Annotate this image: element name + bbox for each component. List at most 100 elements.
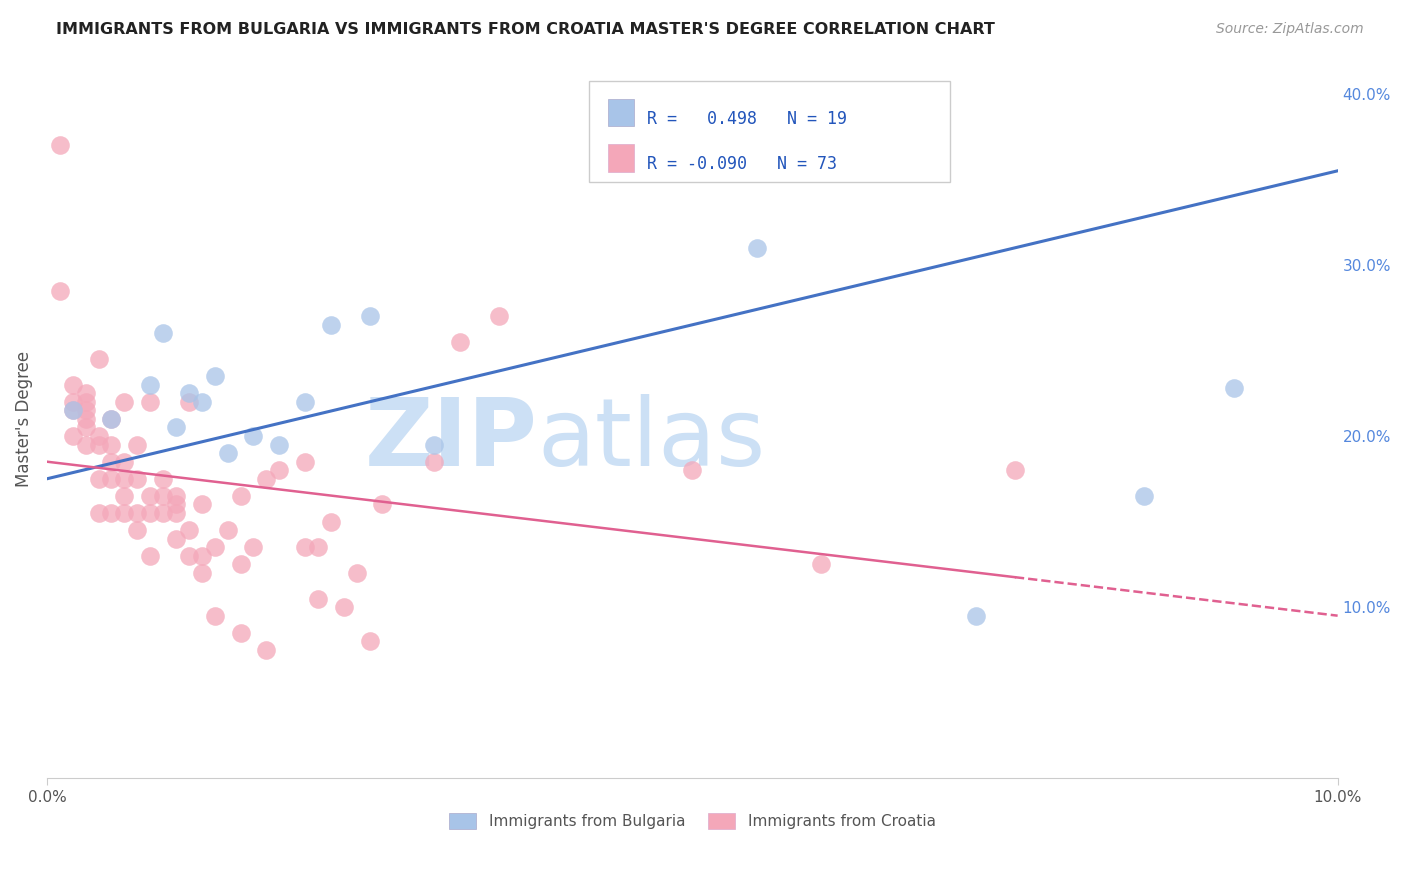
Point <box>177 523 200 537</box>
Point <box>139 377 162 392</box>
Point <box>165 532 187 546</box>
Point <box>49 138 72 153</box>
Text: atlas: atlas <box>537 394 766 486</box>
Text: IMMIGRANTS FROM BULGARIA VS IMMIGRANTS FROM CROATIA MASTER'S DEGREE CORRELATION : IMMIGRANTS FROM BULGARIA VS IMMIGRANTS F… <box>56 22 995 37</box>
Point <box>191 566 214 580</box>
Point <box>165 506 187 520</box>
Point <box>75 437 97 451</box>
Point <box>319 318 342 332</box>
Point <box>127 437 149 451</box>
Point <box>254 643 277 657</box>
Text: ZIP: ZIP <box>364 394 537 486</box>
Point <box>112 506 135 520</box>
Point <box>62 429 84 443</box>
Point <box>152 506 174 520</box>
Point <box>139 506 162 520</box>
Point <box>75 412 97 426</box>
Point <box>204 369 226 384</box>
Point <box>359 310 381 324</box>
Point <box>127 523 149 537</box>
Point <box>449 334 471 349</box>
Point <box>139 394 162 409</box>
Y-axis label: Master's Degree: Master's Degree <box>15 351 32 487</box>
Point <box>423 437 446 451</box>
Point <box>62 394 84 409</box>
FancyBboxPatch shape <box>609 99 634 127</box>
Point <box>810 558 832 572</box>
Point <box>307 591 329 606</box>
Point <box>294 394 316 409</box>
Point <box>87 437 110 451</box>
Point <box>100 506 122 520</box>
Point <box>488 310 510 324</box>
Point <box>62 377 84 392</box>
Point <box>87 472 110 486</box>
Point <box>87 429 110 443</box>
Point <box>307 540 329 554</box>
Point <box>177 386 200 401</box>
Text: Source: ZipAtlas.com: Source: ZipAtlas.com <box>1216 22 1364 37</box>
Point <box>165 420 187 434</box>
Point <box>745 241 768 255</box>
Point <box>112 394 135 409</box>
Point <box>371 498 394 512</box>
Point <box>1133 489 1156 503</box>
Point <box>165 489 187 503</box>
FancyBboxPatch shape <box>589 81 950 182</box>
Point <box>217 523 239 537</box>
Point <box>1004 463 1026 477</box>
Point <box>423 455 446 469</box>
Point <box>139 489 162 503</box>
Point <box>204 608 226 623</box>
Point <box>1223 381 1246 395</box>
Point <box>127 472 149 486</box>
Point <box>254 472 277 486</box>
Point <box>62 403 84 417</box>
Point <box>229 625 252 640</box>
Legend: Immigrants from Bulgaria, Immigrants from Croatia: Immigrants from Bulgaria, Immigrants fro… <box>443 807 942 835</box>
Point <box>269 437 291 451</box>
Point <box>62 403 84 417</box>
Point <box>191 394 214 409</box>
Point <box>191 549 214 563</box>
Point <box>100 412 122 426</box>
Point <box>177 394 200 409</box>
Point <box>100 472 122 486</box>
Point <box>191 498 214 512</box>
Point <box>152 326 174 341</box>
Point <box>75 403 97 417</box>
Point <box>346 566 368 580</box>
Point <box>127 506 149 520</box>
Point <box>294 455 316 469</box>
Point <box>100 437 122 451</box>
Point <box>100 455 122 469</box>
Point <box>294 540 316 554</box>
Point <box>87 506 110 520</box>
Point <box>229 489 252 503</box>
Point <box>75 386 97 401</box>
Point <box>359 634 381 648</box>
Point <box>177 549 200 563</box>
Point <box>681 463 703 477</box>
Point <box>112 489 135 503</box>
Point <box>100 412 122 426</box>
Point <box>217 446 239 460</box>
FancyBboxPatch shape <box>609 144 634 171</box>
Point <box>87 351 110 366</box>
Point <box>319 515 342 529</box>
Text: R = -0.090   N = 73: R = -0.090 N = 73 <box>647 154 837 173</box>
Point <box>112 472 135 486</box>
Point <box>242 540 264 554</box>
Text: R =   0.498   N = 19: R = 0.498 N = 19 <box>647 111 846 128</box>
Point <box>204 540 226 554</box>
Point <box>332 600 354 615</box>
Point <box>49 284 72 298</box>
Point <box>152 489 174 503</box>
Point <box>112 455 135 469</box>
Point <box>152 472 174 486</box>
Point <box>965 608 987 623</box>
Point <box>75 420 97 434</box>
Point <box>165 498 187 512</box>
Point <box>139 549 162 563</box>
Point <box>229 558 252 572</box>
